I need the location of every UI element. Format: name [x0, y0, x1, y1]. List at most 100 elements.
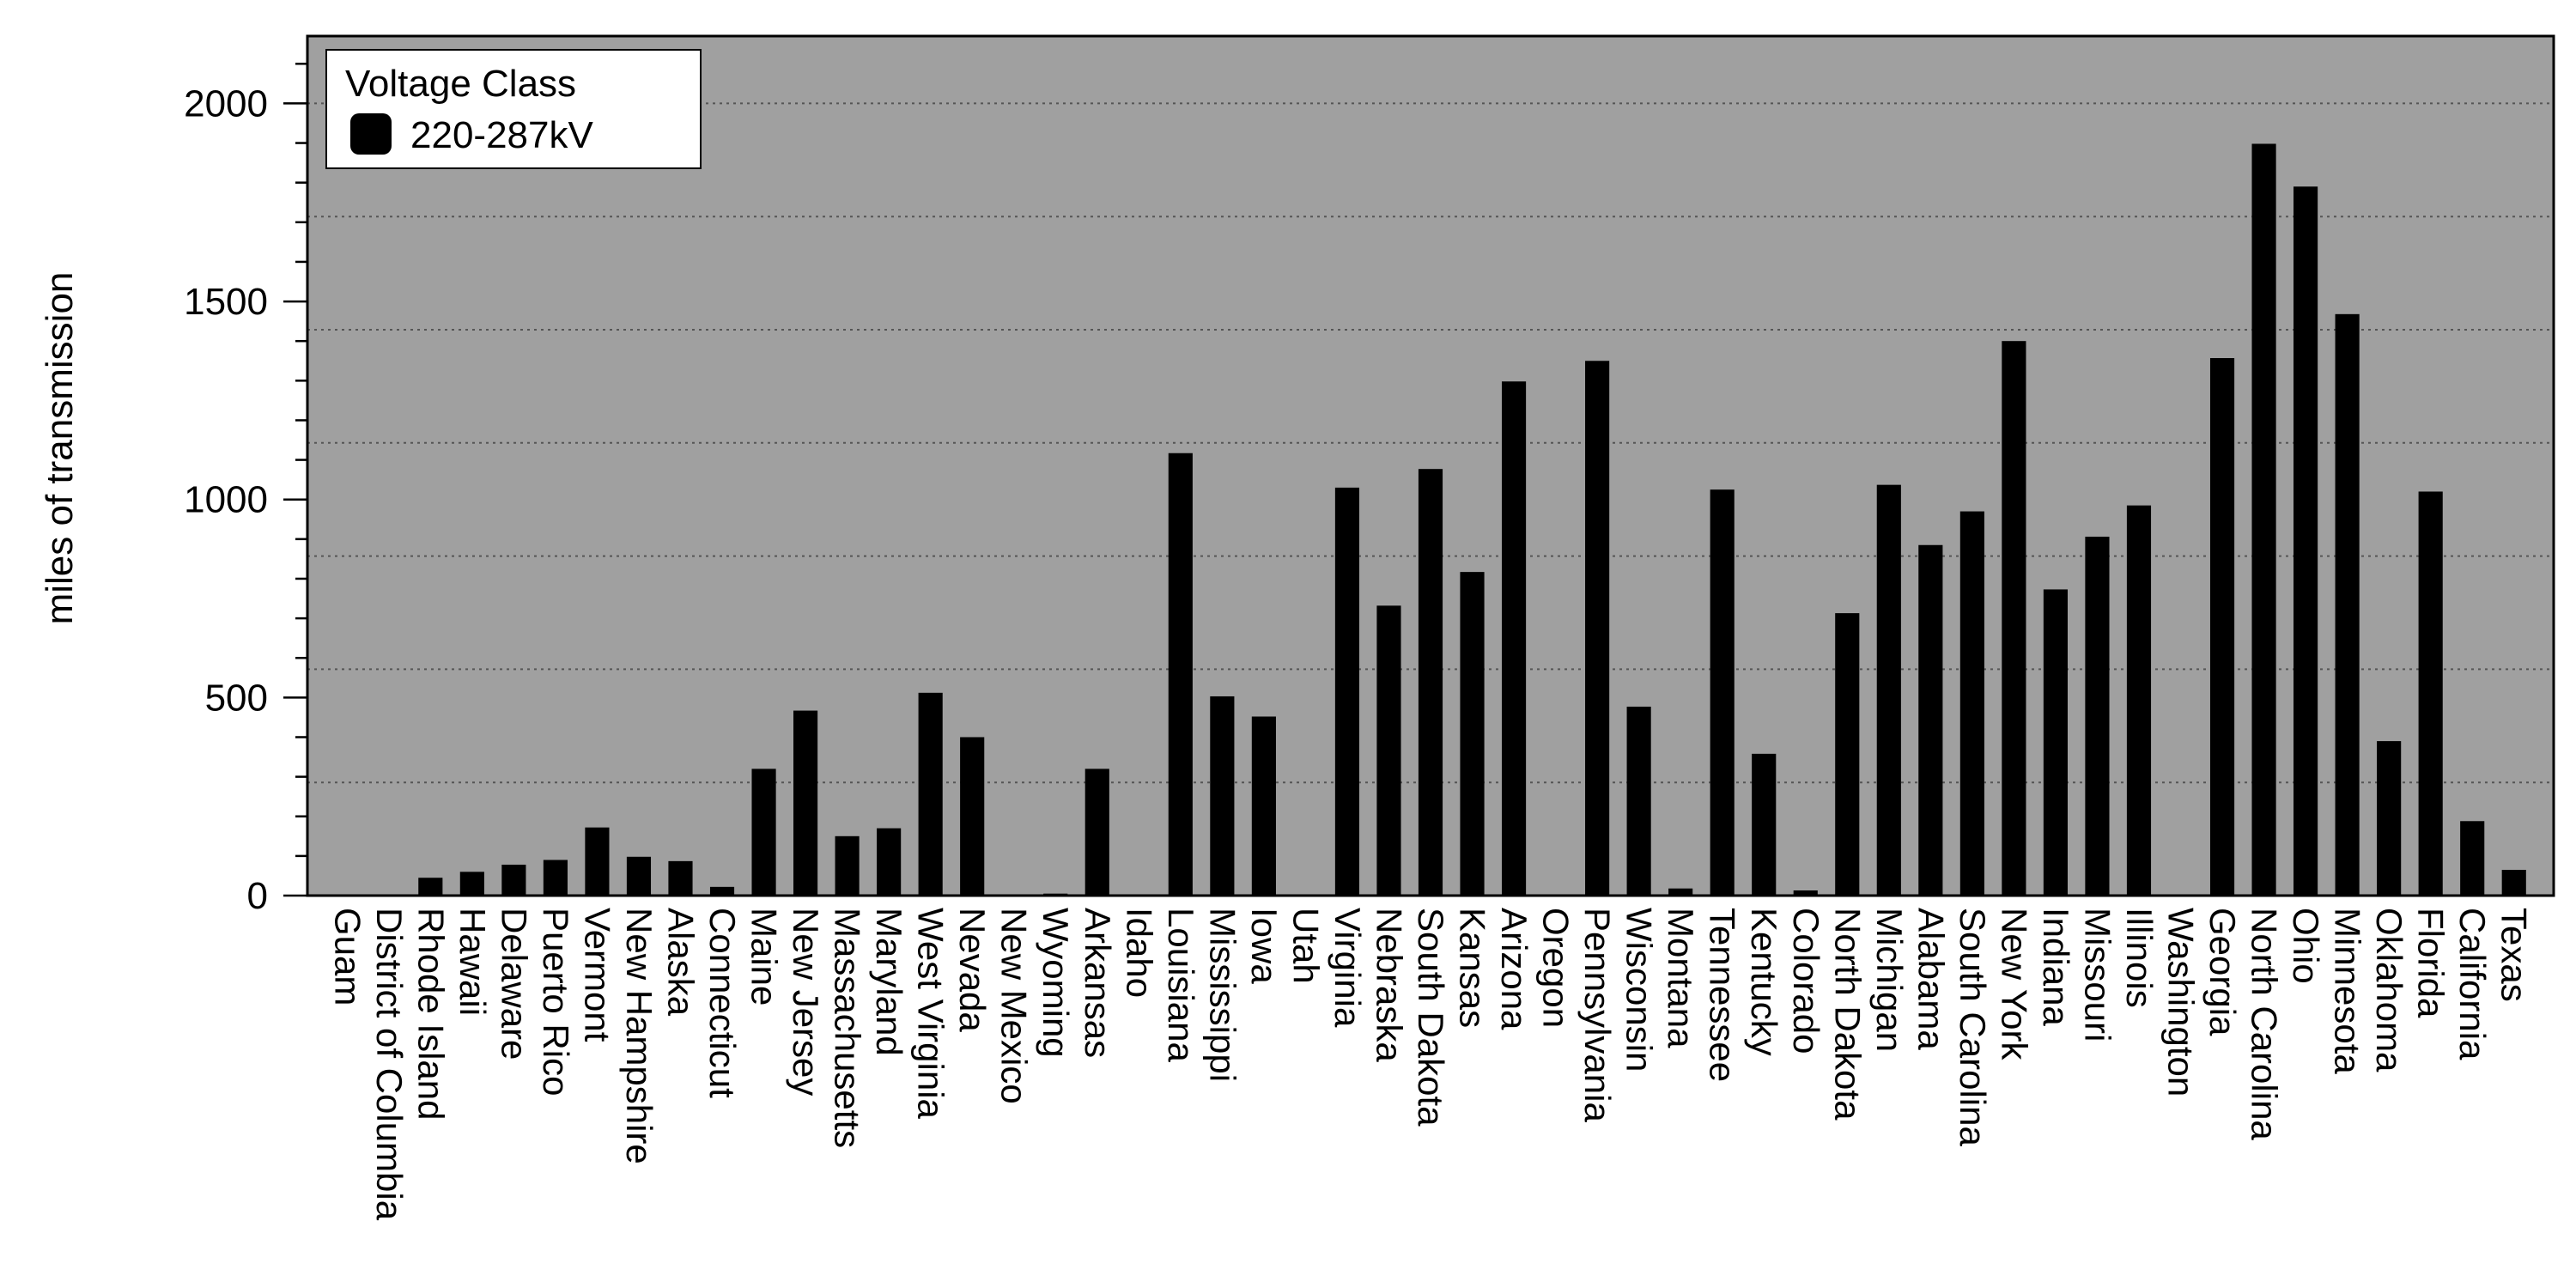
x-tick-label: South Dakota	[1411, 908, 1451, 1127]
x-tick-label: Rhode Island	[410, 908, 451, 1121]
x-tick-label: Michigan	[1869, 908, 1910, 1052]
x-tick-label: Wisconsin	[1619, 908, 1660, 1072]
bar	[2085, 537, 2110, 896]
x-tick-label: Connecticut	[702, 908, 743, 1098]
y-axis: 0 500 1000 1500 2000	[184, 63, 307, 917]
x-tick-label: New York	[1994, 908, 2034, 1060]
x-tick-label: Iowa	[1244, 908, 1285, 984]
x-tick-label: Missouri	[2077, 908, 2117, 1042]
bar	[877, 828, 902, 896]
y-tick-label: 2000	[184, 82, 268, 125]
x-tick-label: Texas	[2494, 908, 2535, 1002]
bar	[1668, 888, 1693, 896]
bar	[2460, 821, 2485, 896]
bar	[1251, 716, 1276, 896]
legend: Voltage Class 220-287kV	[325, 49, 702, 169]
legend-swatch	[350, 113, 392, 155]
bar	[918, 692, 943, 896]
bar	[1626, 706, 1651, 896]
bar	[793, 710, 818, 896]
bar	[1918, 544, 1943, 896]
x-tick-label: Indiana	[2036, 908, 2076, 1026]
x-tick-label: Virginia	[1327, 908, 1368, 1028]
bar	[1084, 769, 1109, 896]
x-tick-label: Oregon	[1536, 908, 1577, 1028]
bar	[2377, 741, 2402, 896]
x-tick-label: Alaska	[660, 908, 701, 1017]
y-tick-label: 500	[205, 677, 268, 719]
x-tick-label: Utah	[1285, 908, 1326, 984]
y-tick-label: 1000	[184, 479, 268, 521]
x-tick-label: Arizona	[1494, 908, 1534, 1030]
bar	[1959, 511, 1984, 896]
bar	[1876, 484, 1901, 896]
bar	[1376, 605, 1401, 896]
x-tick-label: Vermont	[577, 908, 617, 1042]
bar	[1460, 572, 1485, 896]
bar	[2209, 358, 2235, 896]
y-tick-label: 1500	[184, 281, 268, 323]
bar	[1210, 696, 1235, 896]
x-tick-label: California	[2452, 908, 2493, 1060]
x-tick-label: Louisiana	[1161, 908, 1201, 1062]
bar	[2002, 341, 2026, 896]
bar	[1585, 361, 1610, 896]
bar	[501, 865, 526, 896]
x-tick-label: Massachusetts	[828, 908, 868, 1148]
x-tick-label: Hawaii	[453, 908, 493, 1016]
x-tick-label: Illinois	[2119, 908, 2160, 1008]
x-tick-label: Washington	[2161, 908, 2202, 1097]
x-tick-label: New Hampshire	[619, 908, 659, 1164]
x-tick-label: Mississippi	[1202, 908, 1242, 1082]
bar	[2251, 143, 2276, 896]
bar	[2501, 870, 2526, 896]
x-tick-label: Minnesota	[2328, 908, 2368, 1074]
x-tick-label: New Jersey	[786, 908, 826, 1096]
x-tick-label: North Dakota	[1827, 908, 1868, 1121]
plot-frame	[306, 34, 2555, 897]
x-tick-label: Guam	[327, 908, 368, 1005]
bar	[1334, 487, 1360, 896]
x-tick-label: Wyoming	[1036, 908, 1076, 1058]
x-tick-label: Ohio	[2286, 908, 2326, 984]
x-tick-label: Colorado	[1786, 908, 1826, 1054]
x-tick-label: South Carolina	[1953, 908, 1993, 1146]
x-tick-label: Arkansas	[1078, 908, 1118, 1058]
x-tick-label: Delaware	[494, 908, 534, 1060]
bar	[1793, 890, 1818, 896]
x-tick-label: West Virginia	[911, 908, 951, 1120]
bar	[2335, 313, 2360, 896]
bar	[2418, 491, 2443, 896]
bar	[2293, 186, 2318, 896]
x-tick-label: Tennessee	[1703, 908, 1743, 1082]
x-tick-label: Pennsylvania	[1577, 908, 1618, 1122]
bar	[668, 860, 693, 896]
legend-series-label: 220-287kV	[410, 114, 593, 156]
bars	[418, 143, 2526, 896]
x-tick-label: Georgia	[2202, 908, 2243, 1036]
x-tick-label: Puerto Rico	[536, 908, 576, 1096]
x-tick-label: District of Columbia	[369, 908, 410, 1221]
x-tick-label: New Mexico	[994, 908, 1035, 1104]
x-tick-label: Nevada	[952, 908, 993, 1032]
x-tick-label: North Carolina	[2245, 908, 2285, 1140]
x-tick-label: Nebraska	[1369, 908, 1409, 1062]
y-axis-title: miles of transmission	[39, 272, 81, 625]
x-tick-label: Florida	[2411, 908, 2451, 1018]
bar	[835, 835, 860, 896]
bar	[2126, 505, 2152, 896]
bar	[459, 872, 484, 896]
bar	[709, 886, 735, 896]
x-tick-label: Oklahoma	[2369, 908, 2409, 1072]
bar	[543, 860, 568, 896]
bar	[1835, 613, 1860, 896]
y-tick-label: 0	[247, 875, 268, 917]
bar	[418, 878, 443, 896]
x-tick-label: Maryland	[869, 908, 909, 1056]
bar	[751, 769, 776, 896]
bar	[1752, 753, 1777, 896]
x-tick-label: Montana	[1661, 908, 1701, 1048]
bar	[2043, 589, 2068, 896]
bar	[1710, 489, 1735, 896]
